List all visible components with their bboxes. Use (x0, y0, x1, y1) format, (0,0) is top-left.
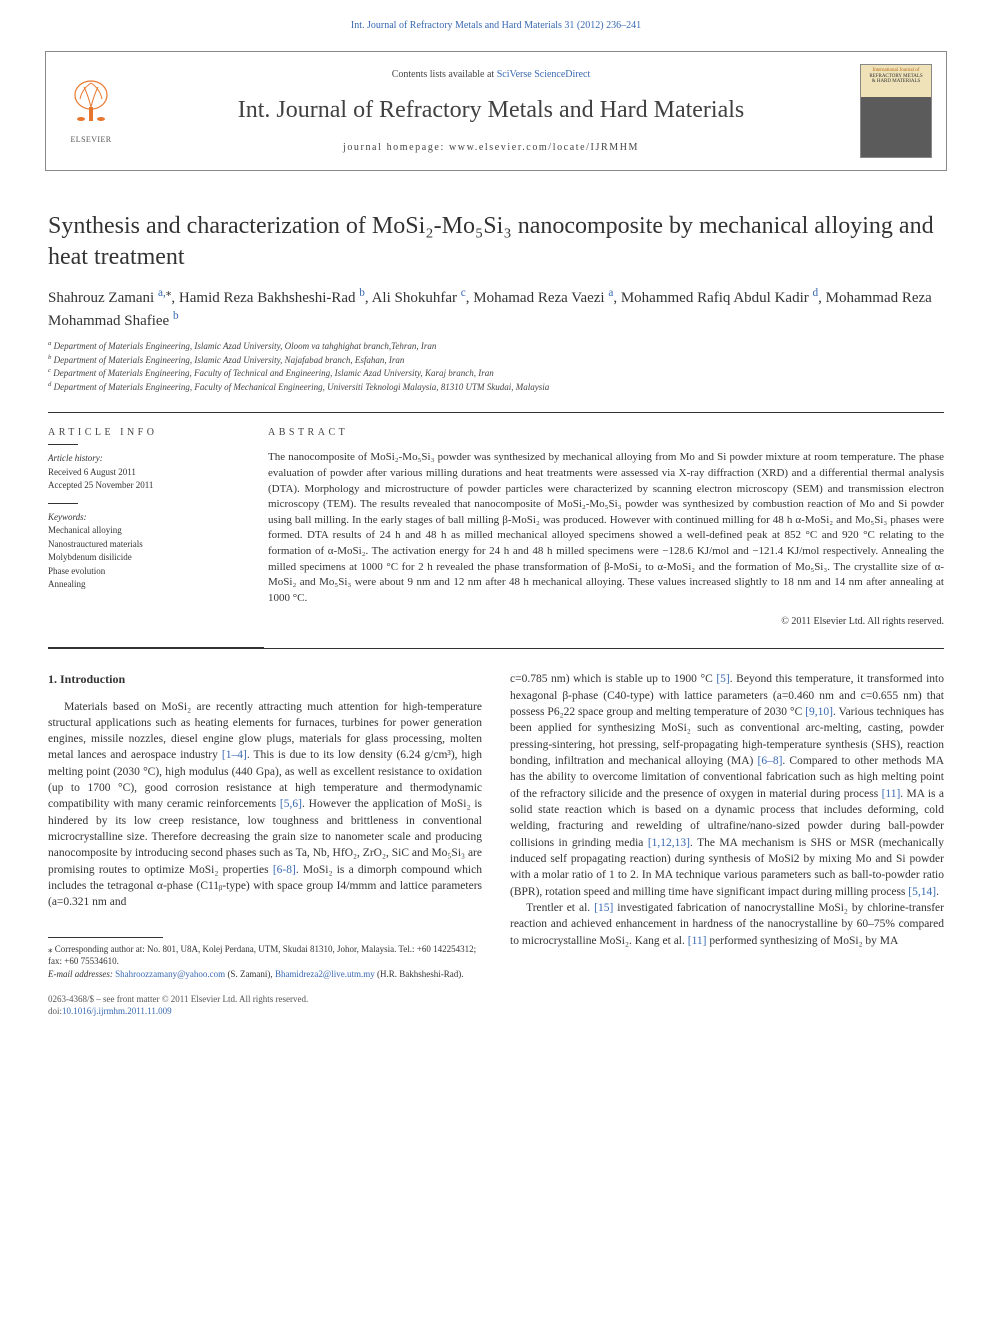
doi-line: doi:10.1016/j.ijrmhm.2011.11.009 (48, 1005, 944, 1018)
abstract-text: The nanocomposite of MoSi₂-Mo₅Si₃ powder… (268, 450, 944, 606)
ref-1-4[interactable]: [1–4] (222, 749, 247, 761)
affiliation-link[interactable]: b (173, 310, 179, 322)
contents-prefix: Contents lists available at (392, 69, 497, 80)
author: , Ali Shokuhfar (365, 290, 461, 306)
author: , Mohamad Reza Vaezi (466, 290, 609, 306)
article-history-label: Article history: (48, 452, 248, 466)
received-date: Received 6 August 2011 (48, 466, 248, 480)
corresponding-author-footnote: ⁎ Corresponding author at: No. 801, U8A,… (48, 943, 482, 981)
affiliations-block: a Department of Materials Engineering, I… (48, 340, 944, 394)
sciencedirect-link[interactable]: SciVerse ScienceDirect (497, 69, 591, 80)
keywords-list: Mechanical alloyingNanostrauctured mater… (48, 524, 248, 592)
ref-5-14[interactable]: [5,14] (908, 886, 936, 898)
journal-header: ELSEVIER Contents lists available at Sci… (45, 51, 947, 171)
front-matter-line: 0263-4368/$ – see front matter © 2011 El… (48, 993, 944, 1006)
ref-5[interactable]: [5] (716, 673, 729, 685)
author: Shahrouz Zamani (48, 290, 158, 306)
bottom-meta: 0263-4368/$ – see front matter © 2011 El… (48, 993, 944, 1018)
author: , Mohammed Rafiq Abdul Kadir (613, 290, 812, 306)
info-rule-1 (48, 444, 78, 445)
abstract-copyright: © 2011 Elsevier Ltd. All rights reserved… (268, 614, 944, 629)
keyword-item: Molybdenum disilicide (48, 551, 248, 565)
accepted-date: Accepted 25 November 2011 (48, 479, 248, 493)
journal-cover-thumb: International Journal of REFRACTORY META… (860, 64, 932, 158)
info-rule-2 (48, 503, 78, 504)
affiliation-line: b Department of Materials Engineering, I… (48, 354, 944, 368)
homepage-prefix: journal homepage: (343, 142, 449, 153)
corr-author-line: ⁎ Corresponding author at: No. 801, U8A,… (48, 943, 482, 968)
divider-bottom-abstract (48, 648, 944, 649)
email-1[interactable]: Shahroozzamany@yahoo.com (115, 969, 225, 979)
ref-11b[interactable]: [11] (688, 935, 707, 947)
author: , Hamid Reza Bakhsheshi-Rad (171, 290, 359, 306)
abstract-column: ABSTRACT The nanocomposite of MoSi₂-Mo₅S… (268, 413, 944, 629)
affiliation-link[interactable]: a, (158, 287, 166, 299)
body-two-columns: 1. Introduction Materials based on MoSi₂… (48, 671, 944, 980)
ref-11[interactable]: [11] (882, 788, 901, 800)
intro-paragraph-right-1: c=0.785 nm) which is stable up to 1900 °… (510, 671, 944, 900)
email-line: E-mail addresses: Shahroozzamany@yahoo.c… (48, 968, 482, 981)
ref-15[interactable]: [15] (594, 902, 613, 914)
article-info-heading: ARTICLE INFO (48, 425, 248, 440)
header-center: Contents lists available at SciVerse Sci… (122, 67, 860, 155)
authors-line: Shahrouz Zamani a,⁎, Hamid Reza Bakhshes… (48, 287, 944, 332)
intro-paragraph-left: Materials based on MoSi₂ are recently at… (48, 699, 482, 911)
elsevier-logo: ELSEVIER (60, 75, 122, 147)
elsevier-label: ELSEVIER (71, 134, 112, 146)
keywords-label: Keywords: (48, 511, 248, 525)
cover-title: International Journal of REFRACTORY META… (861, 65, 931, 85)
affiliation-line: c Department of Materials Engineering, F… (48, 367, 944, 381)
ref-6-8b[interactable]: [6–8] (757, 755, 782, 767)
article-title: Synthesis and characterization of MoSi₂-… (48, 211, 944, 273)
body-column-right: c=0.785 nm) which is stable up to 1900 °… (510, 671, 944, 980)
intro-paragraph-right-2: Trentler et al. [15] investigated fabric… (510, 900, 944, 949)
ref-5-6[interactable]: [5,6] (280, 798, 302, 810)
abstract-heading: ABSTRACT (268, 425, 944, 440)
doi-link[interactable]: 10.1016/j.ijrmhm.2011.11.009 (62, 1006, 172, 1016)
keyword-item: Phase evolution (48, 565, 248, 579)
elsevier-tree-icon (66, 77, 116, 132)
contents-line: Contents lists available at SciVerse Sci… (122, 67, 860, 82)
keyword-item: Annealing (48, 578, 248, 592)
homepage-url: www.elsevier.com/locate/IJRMHM (449, 142, 639, 153)
email-2[interactable]: Bhamidreza2@live.utm.my (275, 969, 375, 979)
journal-title: Int. Journal of Refractory Metals and Ha… (122, 92, 860, 128)
keyword-item: Nanostrauctured materials (48, 538, 248, 552)
footnote-rule (48, 937, 163, 938)
affiliation-line: a Department of Materials Engineering, I… (48, 340, 944, 354)
homepage-line: journal homepage: www.elsevier.com/locat… (122, 140, 860, 155)
top-citation-link[interactable]: Int. Journal of Refractory Metals and Ha… (351, 20, 641, 31)
ref-6-8[interactable]: [6-8] (273, 864, 296, 876)
ref-9-10[interactable]: [9,10] (805, 706, 833, 718)
affiliation-line: d Department of Materials Engineering, F… (48, 381, 944, 395)
journal-citation-top: Int. Journal of Refractory Metals and Ha… (0, 0, 992, 43)
keyword-item: Mechanical alloying (48, 524, 248, 538)
body-column-left: 1. Introduction Materials based on MoSi₂… (48, 671, 482, 980)
ref-1-12-13[interactable]: [1,12,13] (648, 837, 690, 849)
section-1-heading: 1. Introduction (48, 671, 482, 688)
article-info-column: ARTICLE INFO Article history: Received 6… (48, 413, 268, 629)
